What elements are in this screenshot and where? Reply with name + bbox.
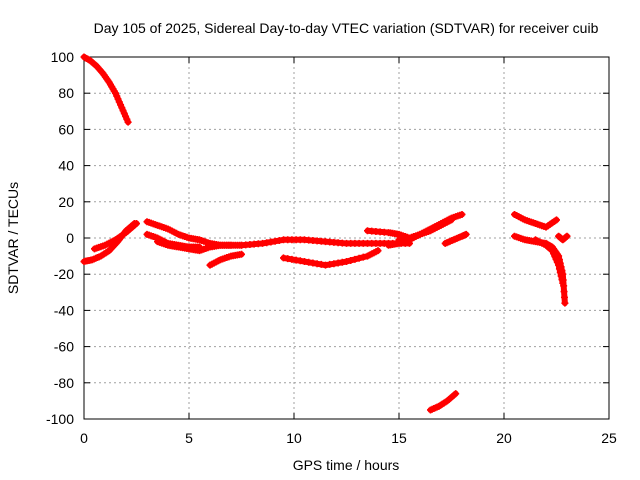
series-track-17 xyxy=(532,236,567,287)
data-point xyxy=(448,216,455,224)
data-point xyxy=(555,261,563,269)
y-tick-label: 100 xyxy=(51,49,75,65)
data-point xyxy=(351,255,359,263)
data-point xyxy=(547,246,555,254)
data-point xyxy=(462,230,470,238)
y-tick-label: -40 xyxy=(54,302,74,318)
y-tick-label: -60 xyxy=(54,339,74,355)
data-point xyxy=(553,216,560,224)
data-point xyxy=(238,250,245,258)
series-track-3 xyxy=(91,220,140,253)
data-point xyxy=(343,258,350,266)
x-tick-label: 5 xyxy=(185,430,193,446)
series-track-15 xyxy=(511,210,560,231)
series-track-1 xyxy=(80,53,132,126)
series-track-12 xyxy=(395,216,455,244)
data-point xyxy=(556,268,564,276)
series-track-14 xyxy=(427,390,460,414)
data-point xyxy=(124,118,132,126)
data-point xyxy=(359,253,367,261)
y-tick-label: 0 xyxy=(66,230,74,246)
y-tick-label: 60 xyxy=(58,121,74,137)
chart-title: Day 105 of 2025, Sidereal Day-to-day VTE… xyxy=(94,20,599,36)
data-point xyxy=(558,276,566,284)
data-point xyxy=(563,232,571,240)
x-tick-label: 10 xyxy=(286,430,302,446)
data-point xyxy=(355,254,363,262)
y-tick-label: -80 xyxy=(54,375,74,391)
data-point xyxy=(347,256,355,264)
data-point xyxy=(458,210,466,218)
series-track-9 xyxy=(280,247,382,269)
y-tick-label: 40 xyxy=(58,158,74,174)
y-tick-label: 80 xyxy=(58,85,74,101)
x-axis-label: GPS time / hours xyxy=(293,457,400,473)
x-tick-label: 20 xyxy=(496,430,512,446)
data-point xyxy=(374,247,382,255)
y-tick-label: 20 xyxy=(58,194,74,210)
data-point xyxy=(452,390,460,398)
data-point xyxy=(555,265,563,273)
x-tick-label: 25 xyxy=(601,430,617,446)
x-tick-label: 0 xyxy=(80,430,88,446)
series-track-6 xyxy=(154,238,245,255)
data-point xyxy=(557,272,565,280)
x-tick-label: 15 xyxy=(391,430,407,446)
y-tick-label: -100 xyxy=(46,411,74,427)
series-track-7 xyxy=(206,250,245,269)
series-track-18 xyxy=(555,232,571,244)
data-point xyxy=(559,279,567,287)
data-point xyxy=(133,220,140,228)
series-trace xyxy=(81,54,132,126)
y-tick-label: -20 xyxy=(54,266,74,282)
y-axis-label: SDTVAR / TECUs xyxy=(5,182,21,294)
series-track-13 xyxy=(441,230,470,247)
data-series xyxy=(80,53,571,414)
data-point xyxy=(561,299,569,307)
tick-labels: 0 5 10 15 20 25 -100 -80 -60 -40 -20 0 20 40 60 80 100 xyxy=(46,49,617,446)
